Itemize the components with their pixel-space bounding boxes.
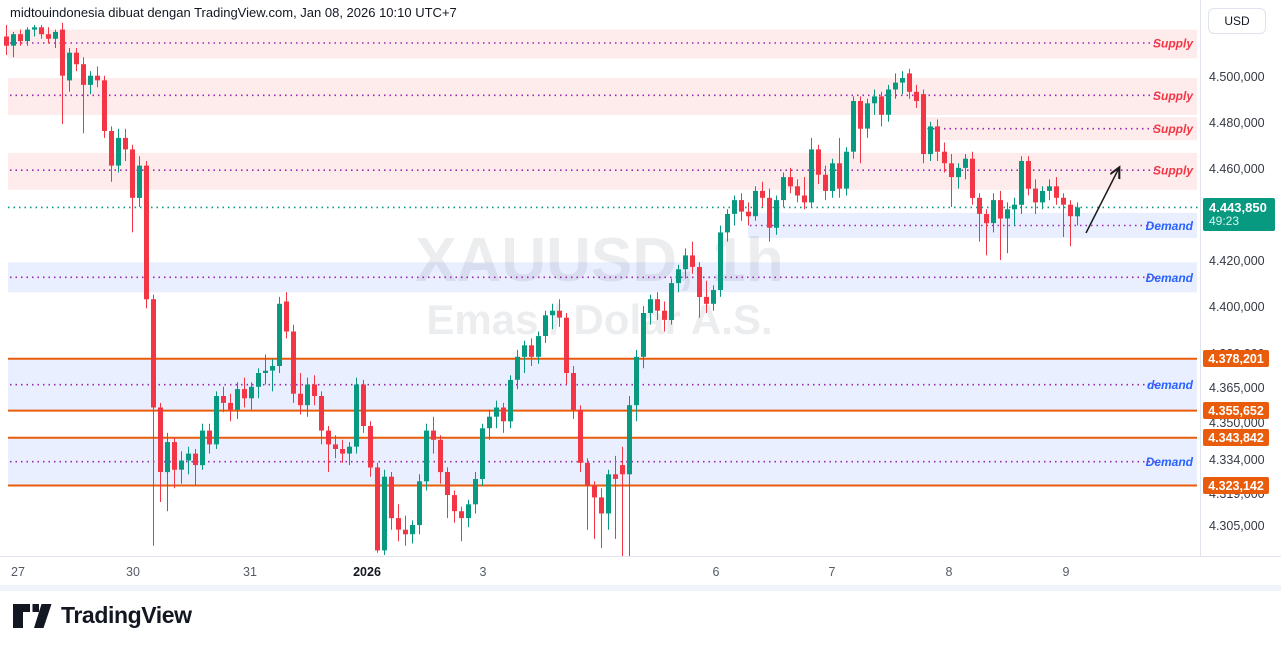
trend-arrow xyxy=(1085,168,1119,234)
time-axis-label: 9 xyxy=(1062,565,1070,579)
price-tick-label: 4.420,000 xyxy=(1209,254,1265,269)
price-tick-label: 4.305,000 xyxy=(1209,519,1265,534)
footer: TradingView xyxy=(0,590,1281,646)
price-tick-label: 4.365,000 xyxy=(1209,381,1265,396)
supply-demand-zones xyxy=(8,29,1197,486)
price-level-badge: 4.378,201 xyxy=(1203,350,1269,368)
time-axis-label: 2026 xyxy=(353,565,381,579)
time-axis-label: 31 xyxy=(243,565,257,579)
svg-text:Demand: Demand xyxy=(1146,219,1194,233)
attribution-text: midtouindonesia dibuat dengan TradingVie… xyxy=(10,5,457,20)
time-axis-label: 30 xyxy=(126,565,140,579)
candles xyxy=(4,22,1080,556)
price-tick-label: 4.460,000 xyxy=(1209,162,1265,177)
last-price-badge: 4.443,850 49:23 xyxy=(1203,197,1275,231)
time-axis-label: 27 xyxy=(11,565,25,579)
svg-text:demand: demand xyxy=(1147,378,1194,392)
svg-text:Supply: Supply xyxy=(1153,164,1194,178)
tradingview-logo[interactable]: TradingView xyxy=(12,600,192,630)
svg-text:Demand: Demand xyxy=(1146,271,1194,285)
last-price-countdown: 49:23 xyxy=(1209,213,1240,228)
price-level-badge: 4.343,842 xyxy=(1203,429,1269,447)
time-axis-scrollbar[interactable] xyxy=(0,585,1281,591)
currency-toggle-button[interactable]: USD xyxy=(1208,8,1266,34)
time-axis-label: 3 xyxy=(479,565,487,579)
last-price-value: 4.443,850 xyxy=(1209,199,1267,215)
svg-text:Demand: Demand xyxy=(1146,455,1194,469)
time-axis-label: 7 xyxy=(828,565,836,579)
candlestick-chart[interactable]: Supply Supply Supply Supply Demand Demand dema… xyxy=(0,0,1199,556)
price-level-badge: 4.323,142 xyxy=(1203,477,1269,495)
price-tick-label: 4.480,000 xyxy=(1209,116,1265,131)
price-tick-label: 4.350,000 xyxy=(1209,415,1265,430)
time-axis[interactable]: 27 30 31 2026 3 6 7 8 9 xyxy=(0,556,1281,591)
price-tick-label: 4.500,000 xyxy=(1209,70,1265,84)
time-axis-label: 8 xyxy=(945,565,953,579)
svg-text:Supply: Supply xyxy=(1153,37,1194,51)
price-level-badge: 4.355,652 xyxy=(1203,402,1269,420)
svg-text:Supply: Supply xyxy=(1153,89,1194,103)
price-tick-label: 4.400,000 xyxy=(1209,300,1265,315)
price-tick-label: 4.334,000 xyxy=(1209,452,1265,467)
attribution-bar: midtouindonesia dibuat dengan TradingVie… xyxy=(10,5,457,23)
zone-labels: Supply Supply Supply Supply Demand Demand dema… xyxy=(1146,37,1195,470)
time-axis-label: 6 xyxy=(712,565,720,579)
tradingview-logo-icon xyxy=(13,604,52,628)
price-axis[interactable]: USD 4.443,850 49:23 4.500,000 4.480,000 4.… xyxy=(1200,0,1281,556)
chart-area[interactable]: XAUUSD, 1h Emas / Dolar A.S. Supply Suppl… xyxy=(0,0,1199,556)
svg-text:Supply: Supply xyxy=(1153,122,1194,136)
tradingview-logo-text: TradingView xyxy=(61,601,192,628)
